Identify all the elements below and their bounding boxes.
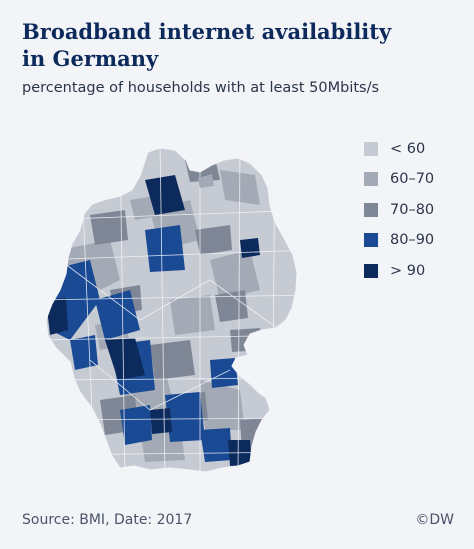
legend-label: < 60 — [390, 140, 426, 157]
category-over-90 — [46, 175, 260, 466]
district — [200, 380, 245, 430]
district — [150, 340, 195, 380]
title-line-1: Broadband internet availability — [22, 19, 392, 44]
district — [195, 225, 232, 255]
district — [200, 428, 232, 462]
district — [46, 298, 68, 335]
legend: < 60 60–70 70–80 80–90 > 90 — [364, 140, 434, 293]
germany-outline — [45, 147, 298, 473]
chart-title: Broadband internet availability in Germa… — [22, 18, 452, 72]
district — [120, 405, 152, 445]
legend-item: 70–80 — [364, 201, 434, 218]
legend-item: 80–90 — [364, 232, 434, 249]
district-layer — [46, 148, 297, 472]
district — [240, 238, 260, 258]
title-line-2: in Germany — [22, 46, 159, 71]
legend-swatch — [364, 202, 378, 217]
district — [145, 225, 185, 272]
legend-label: 80–90 — [390, 232, 435, 248]
legend-label: 60–70 — [390, 171, 435, 187]
chart-subtitle: percentage of households with at least 5… — [22, 80, 380, 96]
legend-swatch — [364, 263, 378, 278]
source-note: Source: BMI, Date: 2017 — [22, 512, 193, 528]
district — [170, 295, 215, 335]
legend-item: > 90 — [364, 262, 434, 279]
district — [215, 290, 248, 322]
district — [210, 250, 260, 300]
island — [198, 174, 214, 188]
district — [90, 210, 128, 245]
island — [104, 202, 113, 209]
legend-label: > 90 — [390, 262, 426, 279]
district — [165, 392, 205, 442]
district — [105, 338, 145, 380]
legend-swatch — [364, 141, 378, 156]
legend-swatch — [364, 172, 378, 186]
district — [95, 290, 140, 340]
district — [70, 335, 98, 370]
legend-item: < 60 — [364, 140, 434, 157]
credit: ©DW — [415, 512, 454, 528]
legend-label: 70–80 — [390, 201, 435, 218]
legend-swatch — [364, 233, 378, 247]
legend-item: 60–70 — [364, 171, 434, 188]
district — [145, 175, 185, 215]
district — [150, 408, 172, 434]
